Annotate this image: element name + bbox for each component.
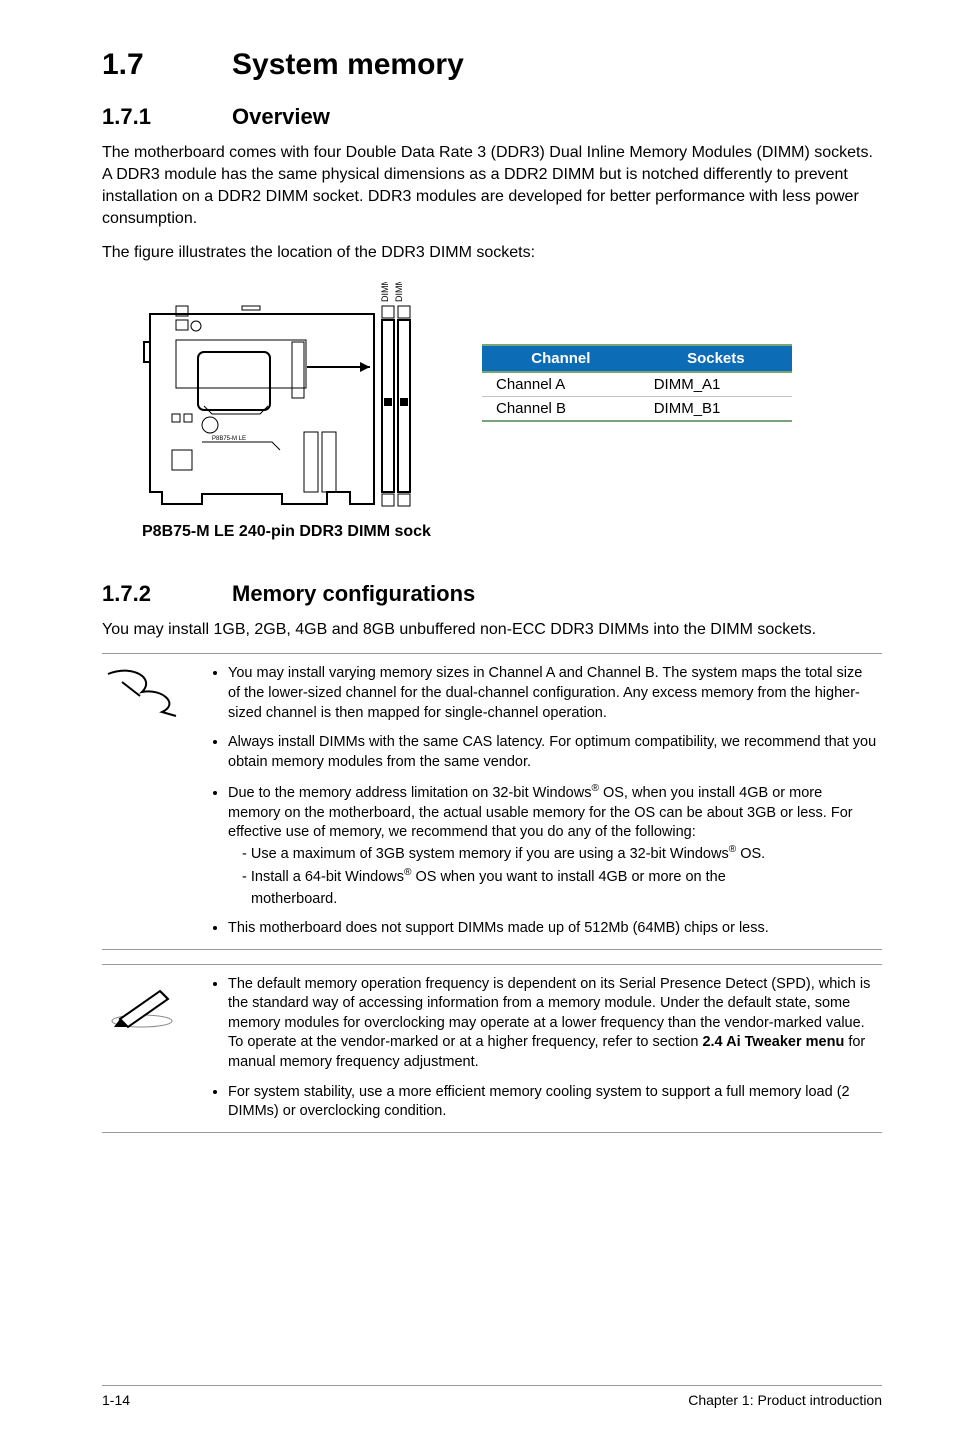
page-number: 1-14 (102, 1392, 130, 1408)
cell-channel-b: Channel B (482, 397, 640, 422)
dimm-a1-label: DIMM_A1 (380, 282, 390, 302)
note1-sub-2: - Install a 64-bit Windows® OS when you … (242, 866, 878, 887)
section-heading: 1.7System memory (102, 48, 882, 82)
note-icon (102, 664, 194, 723)
table-row: Channel A DIMM_A1 (482, 372, 792, 397)
chapter-label: Chapter 1: Product introduction (688, 1392, 882, 1408)
section-number: 1.7 (102, 48, 232, 82)
subsection-title: Overview (232, 104, 330, 129)
table-row: Channel B DIMM_B1 (482, 397, 792, 422)
overview-paragraph-1: The motherboard comes with four Double D… (102, 142, 882, 230)
note1-sub-1: - Use a maximum of 3GB system memory if … (242, 843, 878, 864)
diagram-caption: P8B75-M LE 240-pin DDR3 DIMM sock (142, 523, 442, 541)
note2-bullet-1: The default memory operation frequency i… (228, 975, 878, 1073)
section-title: System memory (232, 48, 464, 81)
subsection-number: 1.7.2 (102, 581, 232, 607)
channel-table: Channel Sockets Channel A DIMM_A1 Channe… (482, 344, 792, 422)
pencil-icon (102, 975, 194, 1034)
note1-bullet-2: Always install DIMMs with the same CAS l… (228, 733, 878, 772)
subsection-title: Memory configurations (232, 581, 475, 606)
overview-paragraph-2: The figure illustrates the location of t… (102, 242, 882, 264)
cell-socket-b: DIMM_B1 (640, 397, 792, 422)
table-header-sockets: Sockets (640, 345, 792, 372)
note2-bullet-2: For system stability, use a more efficie… (228, 1083, 878, 1122)
note-block: You may install varying memory sizes in … (102, 653, 882, 949)
page-footer: 1-14 Chapter 1: Product introduction (102, 1385, 882, 1408)
table-header-channel: Channel (482, 345, 640, 372)
memconf-intro: You may install 1GB, 2GB, 4GB and 8GB un… (102, 619, 882, 641)
cell-channel-a: Channel A (482, 372, 640, 397)
subsection-number: 1.7.1 (102, 104, 232, 130)
note1-bullet-1: You may install varying memory sizes in … (228, 664, 878, 723)
dimm-b1-label: DIMM_B1 (394, 282, 404, 302)
cell-socket-a: DIMM_A1 (640, 372, 792, 397)
note1-bullet-4: This motherboard does not support DIMMs … (228, 919, 878, 939)
subsection-heading: 1.7.2Memory configurations (102, 581, 882, 607)
subsection-heading: 1.7.1Overview (102, 104, 882, 130)
motherboard-diagram: P8B75-M LE DIMM_A1 DIMM_B1 (142, 282, 442, 541)
board-label-text: P8B75-M LE (212, 436, 246, 442)
note-block: The default memory operation frequency i… (102, 964, 882, 1133)
note1-bullet-3: Due to the memory address limitation on … (228, 782, 878, 909)
note1-sub-3: motherboard. (242, 890, 878, 910)
